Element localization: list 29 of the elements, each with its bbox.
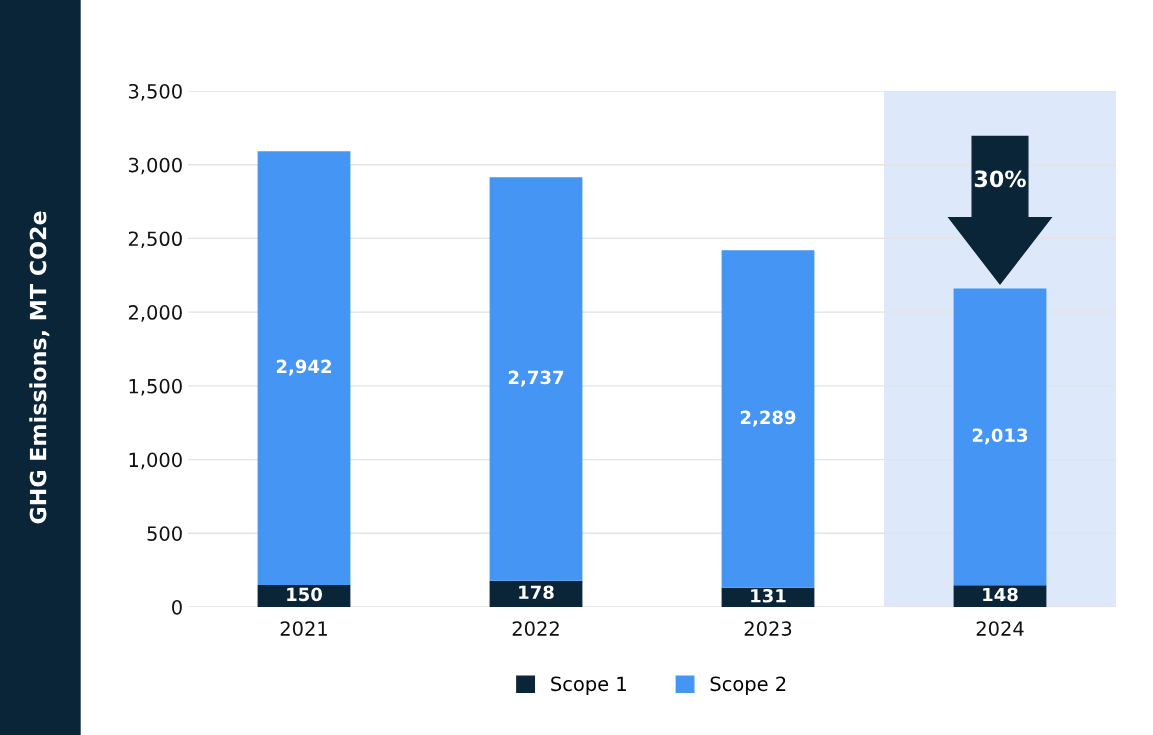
bar	[257, 151, 351, 585]
y-tick-label: 0	[172, 599, 182, 615]
y-tick-label: 1,500	[129, 378, 182, 396]
bar	[953, 288, 1047, 586]
legend-label: Scope 1	[551, 676, 626, 695]
data-label: 2,289	[740, 410, 796, 427]
data-label: 148	[983, 587, 1018, 602]
y-tick-label: 2,500	[128, 231, 182, 249]
bar	[489, 580, 583, 607]
bar	[721, 250, 815, 588]
x-tick-label: 2023	[744, 621, 792, 636]
data-label: 150	[287, 587, 322, 602]
bar	[489, 177, 583, 581]
y-tick-label: 1,000	[129, 452, 182, 470]
y-tick-label: 3,500	[128, 83, 182, 101]
x-tick-label: 2024	[976, 621, 1024, 636]
y-tick-label: 3,000	[128, 157, 182, 175]
data-label: 2,013	[972, 428, 1028, 445]
x-tick-label: 2021	[280, 621, 327, 636]
data-label: 2,737	[508, 370, 564, 387]
data-label: 131	[751, 588, 786, 603]
annotation: 30%	[974, 170, 1026, 188]
y-tick-label: 2,000	[128, 305, 182, 322]
data-label: 178	[519, 585, 554, 600]
x-tick-label: 2022	[512, 621, 559, 636]
data-label: 2,942	[276, 359, 331, 376]
y-axis-title: GHG Emissions, MT CO2e	[29, 211, 50, 524]
y-tick-label: 500	[147, 526, 182, 541]
legend-label: Scope 2	[710, 676, 786, 695]
